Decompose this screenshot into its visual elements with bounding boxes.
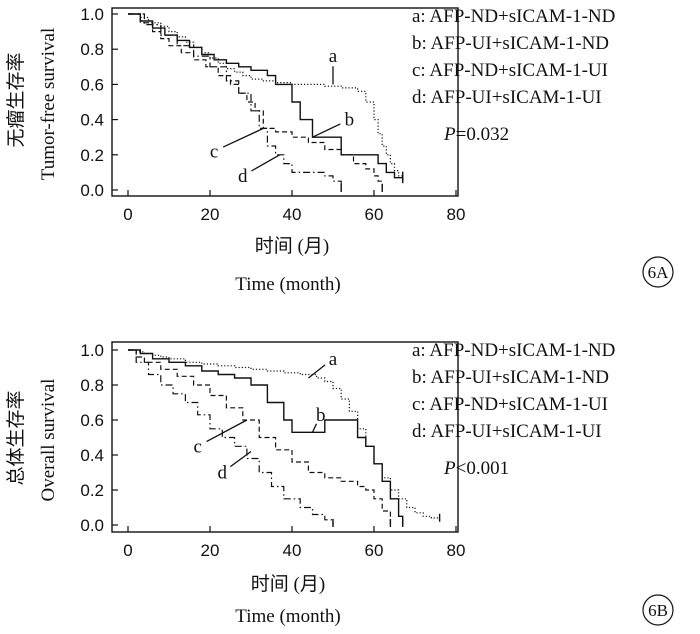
legend-entry-b: b: AFP-UI+sICAM-1-ND: [412, 367, 609, 388]
x-tick-label: 20: [201, 541, 220, 560]
panel-label-text: 6A: [648, 263, 670, 282]
plot-frame: [111, 341, 459, 533]
ylabel-en: Tumor-free survival: [38, 28, 59, 180]
curve-label-c: c: [210, 141, 218, 162]
curve-label-leader: [229, 450, 252, 468]
y-tick-label: 0.0: [80, 181, 104, 200]
ylabel-en: Overall survival: [38, 379, 59, 502]
curve-label-leader: [251, 154, 281, 172]
series-b-curve: [128, 349, 404, 525]
y-tick-label: 0.4: [80, 111, 104, 130]
curve-label-leader: [307, 364, 326, 379]
legend-entry-a: a: AFP-ND+sICAM-1-ND: [412, 6, 615, 27]
y-tick-label: 0.2: [80, 481, 104, 500]
xlabel-cn: 时间 (月): [255, 235, 329, 257]
p-text: <0.001: [456, 458, 509, 479]
legend-entry-a: a: AFP-ND+sICAM-1-ND: [412, 340, 615, 361]
curve-label-leader: [206, 419, 248, 443]
xlabel-cn: 时间 (月): [251, 573, 325, 595]
legend: a: AFP-ND+sICAM-1-ND b: AFP-UI+sICAM-1-N…: [412, 340, 615, 442]
x-tick-label: 0: [123, 541, 132, 560]
series-c-curve: [128, 349, 391, 525]
panel-label-circle: [642, 594, 674, 626]
y-tick-label: 0.6: [80, 75, 104, 94]
legend-entry-d: d: AFP-UI+sICAM-1-UI: [412, 421, 602, 442]
legend-entry-c: c: AFP-ND+sICAM-1-UI: [412, 394, 608, 415]
legend-entry-c: c: AFP-ND+sICAM-1-UI: [412, 60, 608, 81]
x-tick-label: 60: [365, 541, 384, 560]
y-tick-label: 0.6: [80, 411, 104, 430]
p-label: P: [443, 458, 456, 479]
series-b-curve: [128, 13, 404, 182]
p-text: =0.032: [456, 124, 509, 145]
ylabel-cn: 总体生存率: [5, 390, 27, 485]
legend-entry-d: d: AFP-UI+sICAM-1-UI: [412, 87, 602, 108]
series-c-curve: [128, 13, 383, 190]
y-tick-label: 0.2: [80, 146, 104, 165]
ylabel-cn: 无瘤生存率: [5, 52, 27, 147]
x-tick-label: 20: [201, 205, 220, 224]
panel-label-6a: 6A: [642, 256, 674, 288]
legend-entry-b: b: AFP-UI+sICAM-1-ND: [412, 33, 609, 54]
y-tick-label: 1.0: [80, 5, 104, 24]
p-value: P<0.001: [443, 458, 509, 479]
y-tick-label: 0.4: [80, 446, 104, 465]
panel-label-circle: [642, 256, 674, 288]
panel-6a: 无瘤生存率 Tumor-free survival 0.0 0.2 0.4 0.6 0.…: [5, 5, 674, 295]
curve-label-leader: [222, 127, 264, 148]
panel-6b: 总体生存率 Overall survival 0.0 0.2 0.4 0.6 0.8 1.…: [5, 340, 674, 627]
curve-label-c: c: [193, 436, 201, 457]
panel-label-6b: 6B: [642, 594, 674, 626]
y-tick-label: 1.0: [80, 341, 104, 360]
curve-label-leader: [311, 423, 318, 433]
y-tick-label: 0.8: [80, 40, 104, 59]
x-tick-label: 40: [283, 541, 302, 560]
y-tick-label: 0.8: [80, 376, 104, 395]
y-tick-label: 0.0: [80, 516, 104, 535]
panel-label-text: 6B: [648, 601, 668, 620]
curve-label-leader: [312, 123, 341, 138]
curve-label-b: b: [316, 405, 326, 426]
xlabel-en: Time (month): [235, 606, 340, 627]
x-tick-label: 40: [283, 205, 302, 224]
legend: a: AFP-ND+sICAM-1-ND b: AFP-UI+sICAM-1-N…: [412, 6, 615, 108]
series-d-curve: [128, 13, 342, 190]
xlabel-en: Time (month): [235, 274, 340, 295]
x-tick-label: 80: [447, 205, 466, 224]
curve-label-d: d: [218, 463, 228, 484]
series-d-curve: [128, 349, 334, 525]
x-tick-label: 0: [123, 205, 132, 224]
p-value: P=0.032: [443, 124, 509, 145]
plot-frame: [111, 7, 459, 197]
x-tick-label: 80: [447, 541, 466, 560]
curve-label-a: a: [329, 349, 338, 370]
curve-label-d: d: [238, 166, 248, 187]
p-label: P: [443, 124, 456, 145]
curve-label-b: b: [345, 110, 355, 131]
curve-label-a: a: [329, 46, 338, 67]
x-tick-label: 60: [365, 205, 384, 224]
